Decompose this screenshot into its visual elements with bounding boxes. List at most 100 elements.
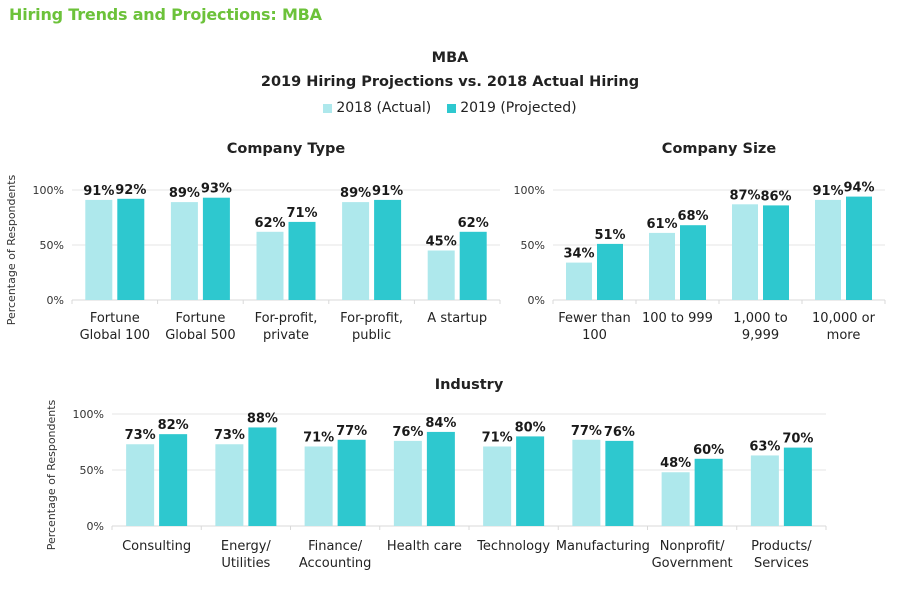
company-type-bar-2018 bbox=[427, 250, 455, 300]
industry-data-label-2018: 73% bbox=[214, 428, 245, 443]
industry-bar-2019 bbox=[694, 458, 723, 526]
industry-y-tick-label: 100% bbox=[73, 408, 104, 421]
industry-bar-2019 bbox=[426, 431, 455, 526]
industry-bar-2019 bbox=[159, 434, 188, 526]
company-type-bar-2019 bbox=[288, 221, 316, 300]
industry-data-label-2019: 70% bbox=[782, 432, 813, 447]
company-type-data-label-2018: 91% bbox=[83, 184, 114, 199]
company-size-y-tick-label: 50% bbox=[521, 239, 545, 252]
company-type-data-label-2018: 62% bbox=[254, 216, 285, 231]
industry-data-label-2019: 88% bbox=[247, 411, 278, 426]
industry-bar-2019 bbox=[605, 440, 634, 526]
industry-bar-2018 bbox=[215, 444, 244, 526]
company-type-bar-2019 bbox=[117, 198, 145, 300]
industry-bar-2019 bbox=[248, 427, 277, 526]
company-size-category-label: Fewer than bbox=[558, 311, 630, 326]
industry-category-label: Nonprofit/ bbox=[660, 539, 725, 554]
company-type-bar-2019 bbox=[202, 197, 230, 300]
company-type-category-label: private bbox=[263, 328, 309, 343]
company-size-data-label-2018: 91% bbox=[812, 184, 843, 199]
industry-category-label: Services bbox=[754, 556, 809, 571]
company-type-data-label-2018: 45% bbox=[426, 235, 457, 250]
industry-data-label-2018: 73% bbox=[125, 428, 156, 443]
industry-data-label-2019: 76% bbox=[604, 425, 635, 440]
legend-swatch-2019 bbox=[447, 103, 457, 113]
company-type-category-label: Global 500 bbox=[165, 328, 235, 343]
company-type-data-label-2019: 92% bbox=[115, 183, 146, 198]
company-type-category-label: For-profit, bbox=[340, 311, 403, 326]
industry-data-label-2018: 77% bbox=[571, 424, 602, 439]
industry-bar-2018 bbox=[661, 472, 690, 526]
company-type-bar-2019 bbox=[374, 199, 402, 300]
company-size-bar-2018 bbox=[815, 199, 841, 300]
industry-category-label: Energy/ bbox=[221, 539, 272, 554]
legend: 2018 (Actual) 2019 (Projected) bbox=[0, 100, 900, 116]
company-size-bar-2018 bbox=[732, 204, 758, 300]
company-type-category-label: Fortune bbox=[90, 311, 140, 326]
industry-bar-2018 bbox=[483, 446, 512, 526]
company-type-y-tick-label: 100% bbox=[33, 184, 64, 197]
company-type-data-label-2019: 93% bbox=[201, 182, 232, 197]
company-type-bar-2018 bbox=[170, 202, 198, 300]
company-type-data-label-2019: 71% bbox=[286, 206, 317, 221]
industry-bar-2018 bbox=[393, 440, 422, 526]
company-type-data-label-2018: 89% bbox=[169, 186, 200, 201]
industry-data-label-2019: 84% bbox=[425, 416, 456, 431]
industry-bar-2019 bbox=[783, 447, 812, 526]
company-type-data-label-2019: 91% bbox=[372, 184, 403, 199]
industry-data-label-2018: 71% bbox=[303, 430, 334, 445]
company-size-bar-2018 bbox=[566, 262, 592, 300]
legend-label-2019: 2019 (Projected) bbox=[460, 100, 577, 116]
company-size-category-label: 100 to 999 bbox=[642, 311, 713, 326]
legend-label-2018: 2018 (Actual) bbox=[336, 100, 432, 116]
industry-category-label: Technology bbox=[476, 539, 550, 554]
company-type-bar-2018 bbox=[256, 231, 284, 300]
industry-y-tick-label: 50% bbox=[80, 464, 104, 477]
industry-data-label-2018: 71% bbox=[482, 430, 513, 445]
legend-item-2019: 2019 (Projected) bbox=[447, 100, 577, 116]
industry-data-label-2019: 60% bbox=[693, 443, 724, 458]
company-type-y-tick-label: 0% bbox=[47, 294, 64, 307]
company-type-bar-2018 bbox=[85, 199, 113, 300]
company-type-bar-2018 bbox=[342, 202, 370, 300]
industry-data-label-2018: 63% bbox=[749, 439, 780, 454]
company-size-category-label: more bbox=[827, 328, 861, 343]
industry-data-label-2019: 82% bbox=[158, 418, 189, 433]
industry-bar-2018 bbox=[572, 439, 601, 526]
chart-main-title: MBA bbox=[431, 50, 469, 66]
company-size-data-label-2019: 94% bbox=[843, 181, 874, 196]
company-size-y-tick-label: 0% bbox=[528, 294, 545, 307]
company-size-data-label-2018: 34% bbox=[563, 247, 594, 262]
company-size-data-label-2018: 61% bbox=[646, 217, 677, 232]
company-size-category-label: 1,000 to bbox=[733, 311, 787, 326]
industry-bar-2019 bbox=[337, 439, 366, 526]
industry-category-label: Consulting bbox=[122, 539, 191, 554]
industry-bar-2018 bbox=[750, 455, 779, 526]
company-type-data-label-2019: 62% bbox=[458, 216, 489, 231]
chart-subtitle: 2019 Hiring Projections vs. 2018 Actual … bbox=[260, 74, 640, 90]
company-size-chart-title: Company Size bbox=[662, 141, 777, 157]
industry-data-label-2018: 76% bbox=[392, 425, 423, 440]
industry-category-label: Products/ bbox=[751, 539, 812, 554]
company-size-bar-2019 bbox=[597, 243, 623, 300]
industry-data-label-2018: 48% bbox=[660, 456, 691, 471]
legend-item-2018: 2018 (Actual) bbox=[323, 100, 431, 116]
industry-category-label: Government bbox=[652, 556, 733, 571]
company-size-category-label: 100 bbox=[582, 328, 607, 343]
industry-data-label-2019: 77% bbox=[336, 424, 367, 439]
company-size-bar-2019 bbox=[846, 196, 872, 300]
company-type-category-label: public bbox=[352, 328, 391, 343]
industry-y-tick-label: 0% bbox=[87, 520, 104, 533]
industry-category-label: Manufacturing bbox=[556, 539, 650, 554]
industry-category-label: Health care bbox=[387, 539, 462, 554]
company-type-chart-title: Company Type bbox=[227, 141, 346, 157]
company-type-y-tick-label: 50% bbox=[40, 239, 64, 252]
company-size-category-label: 9,999 bbox=[742, 328, 779, 343]
company-type-bar-2019 bbox=[459, 231, 487, 300]
company-size-data-label-2018: 87% bbox=[729, 188, 760, 203]
industry-category-label: Accounting bbox=[299, 556, 372, 571]
company-size-data-label-2019: 68% bbox=[677, 209, 708, 224]
industry-bar-2018 bbox=[304, 446, 333, 526]
company-type-category-label: For-profit, bbox=[255, 311, 318, 326]
